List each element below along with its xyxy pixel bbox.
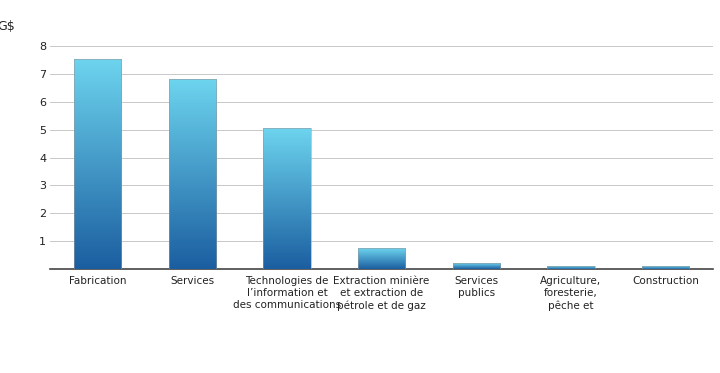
Bar: [642, 266, 689, 269]
Bar: [264, 128, 310, 269]
Bar: [453, 263, 500, 269]
Bar: [168, 79, 216, 269]
Bar: [74, 59, 122, 269]
Bar: [358, 248, 405, 269]
Bar: [547, 266, 595, 269]
Text: G$: G$: [0, 20, 15, 33]
